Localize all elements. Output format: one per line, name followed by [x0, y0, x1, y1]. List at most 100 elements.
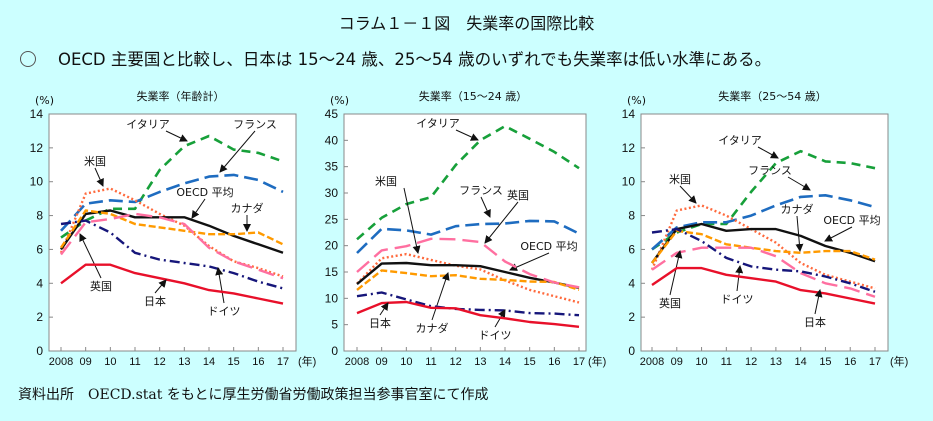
series-label-英国: 英国: [90, 279, 112, 293]
x-tick-label: 15: [524, 356, 536, 368]
x-tick-label: 13: [178, 356, 190, 368]
x-tick-label: 12: [745, 356, 757, 368]
x-tick-label: 11: [425, 356, 436, 368]
y-tick-label: 12: [622, 141, 636, 155]
y-tick-label: 6: [628, 242, 635, 256]
label-arrow: [191, 198, 206, 219]
x-tick-label: 11: [129, 356, 140, 368]
label-arrow: [94, 167, 104, 187]
series-label-カナダ: カナダ: [416, 321, 449, 335]
y-tick-label: 8: [628, 209, 635, 223]
series-label-英国: 英国: [659, 296, 681, 310]
label-arrow: [480, 196, 491, 218]
y-axis-unit: (%): [627, 94, 646, 107]
series-label-ドイツ: ドイツ: [721, 293, 754, 306]
series-label-日本: 日本: [144, 294, 166, 308]
x-tick-label: 17: [277, 356, 289, 368]
series-line-英国: [651, 246, 876, 298]
series-line-日本: [356, 300, 580, 328]
y-tick-label: 8: [36, 209, 43, 223]
chart-panel-1: 失業率（年齢計） (%) (年) 0 2 4 6 8 10 12 14 2008 09 10 11 12 13 1…: [30, 89, 317, 368]
series-line-日本: [651, 266, 876, 305]
figure-subtitle: OECD 主要国と比較し、日本は 15～24 歳、25～54 歳のいずれでも失業…: [20, 46, 771, 70]
series-line-英国: [60, 212, 284, 280]
x-tick-label: 13: [770, 356, 782, 368]
x-tick-label: 09: [80, 356, 92, 368]
series-line-英国: [356, 237, 580, 289]
series-label-米国: 米国: [84, 155, 106, 168]
series-line-ドイツ: [356, 291, 580, 317]
series-label-OECD 平均: OECD 平均: [520, 240, 577, 253]
label-arrow: [79, 233, 102, 279]
x-tick-label: 16: [548, 356, 560, 368]
series-line-OECD 平均: [651, 222, 876, 264]
label-arrow: [455, 129, 479, 141]
series-line-ドイツ: [651, 227, 876, 293]
x-tick-label: 09: [671, 356, 683, 368]
y-tick-label: 2: [36, 310, 43, 324]
label-arrow: [165, 130, 188, 142]
y-tick-label: 10: [325, 291, 339, 305]
series-label-フランス: フランス: [748, 164, 792, 177]
series-label-ドイツ: ドイツ: [208, 305, 241, 318]
y-tick-label: 12: [30, 141, 44, 155]
series-line-イタリア: [356, 124, 580, 241]
series-line-ドイツ: [60, 219, 284, 290]
x-tick-label: 11: [721, 356, 732, 368]
x-tick-label: 10: [695, 356, 707, 368]
label-arrow: [814, 289, 823, 315]
x-tick-label: 09: [376, 356, 388, 368]
label-arrow: [824, 226, 853, 242]
series-label-カナダ: カナダ: [231, 201, 264, 215]
panel-title: 失業率（25～54 歳）: [718, 89, 827, 103]
series-label-フランス: フランス: [233, 118, 277, 131]
x-tick-label: 17: [573, 356, 585, 368]
x-tick-label: 2008: [49, 356, 73, 368]
series-label-イタリア: イタリア: [718, 134, 762, 147]
label-arrow: [795, 215, 804, 252]
label-arrow: [757, 146, 779, 159]
series-label-イタリア: イタリア: [126, 118, 170, 131]
series-label-英国: 英国: [507, 188, 529, 202]
series-label-フランス: フランス: [459, 184, 503, 197]
x-tick-label: 16: [252, 356, 264, 368]
x-tick-label: 14: [203, 356, 215, 368]
chart-panel-3: 失業率（25～54 歳） (%) (年) 0 2 4 6 8 10 12 14 2008 09 10 11 1…: [622, 89, 909, 368]
y-tick-label: 6: [36, 242, 43, 256]
x-axis-unit: (年): [298, 354, 316, 368]
label-arrow: [219, 130, 256, 173]
x-axis-unit: (年): [588, 354, 606, 368]
series-line-日本: [60, 263, 284, 305]
y-tick-label: 20: [325, 239, 339, 253]
label-arrow: [669, 250, 683, 296]
x-tick-label: 14: [499, 356, 511, 368]
x-axis-unit: (年): [890, 354, 908, 368]
y-tick-label: 0: [331, 344, 338, 358]
series-label-カナダ: カナダ: [781, 202, 814, 216]
x-tick-label: 2008: [345, 356, 369, 368]
y-axis-unit: (%): [330, 94, 349, 107]
x-tick-label: 17: [869, 356, 881, 368]
y-tick-label: 4: [628, 276, 635, 290]
figure-title: コラム１－１図 失業率の国際比較: [338, 14, 595, 33]
y-tick-label: 14: [30, 107, 44, 121]
series-label-OECD 平均: OECD 平均: [176, 186, 233, 199]
label-arrow: [509, 252, 550, 271]
y-tick-label: 0: [628, 344, 635, 358]
y-axis-unit: (%): [35, 94, 54, 107]
series-line-OECD 平均: [60, 209, 284, 254]
label-arrow: [403, 187, 421, 254]
label-arrow: [215, 267, 225, 304]
x-tick-label: 15: [819, 356, 831, 368]
label-arrow: [431, 272, 450, 321]
series-line-イタリア: [60, 134, 284, 239]
y-tick-label: 4: [36, 276, 43, 290]
series-line-フランス: [356, 219, 580, 254]
label-arrow: [379, 302, 389, 316]
series-line-米国: [356, 252, 580, 304]
panel-title: 失業率（年齢計）: [137, 89, 225, 103]
series-line-カナダ: [60, 209, 284, 249]
label-arrow: [679, 185, 697, 204]
series-label-米国: 米国: [669, 173, 691, 186]
x-tick-label: 10: [400, 356, 412, 368]
